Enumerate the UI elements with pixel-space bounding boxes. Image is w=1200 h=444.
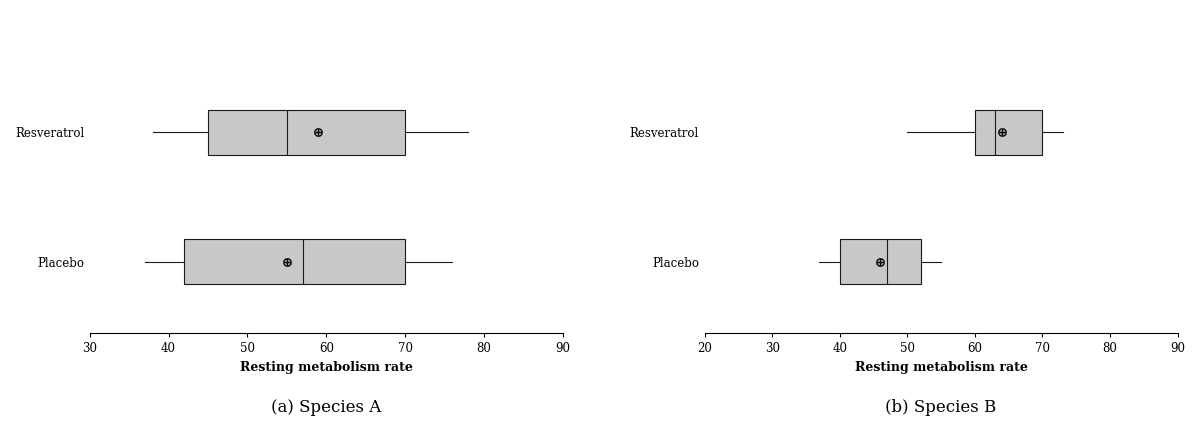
PathPatch shape <box>208 110 406 155</box>
X-axis label: Resting metabolism rate: Resting metabolism rate <box>240 361 413 373</box>
Title: (b) Species B: (b) Species B <box>886 399 997 416</box>
PathPatch shape <box>840 239 920 285</box>
PathPatch shape <box>185 239 406 285</box>
X-axis label: Resting metabolism rate: Resting metabolism rate <box>854 361 1027 373</box>
Title: (a) Species A: (a) Species A <box>271 399 382 416</box>
PathPatch shape <box>974 110 1043 155</box>
